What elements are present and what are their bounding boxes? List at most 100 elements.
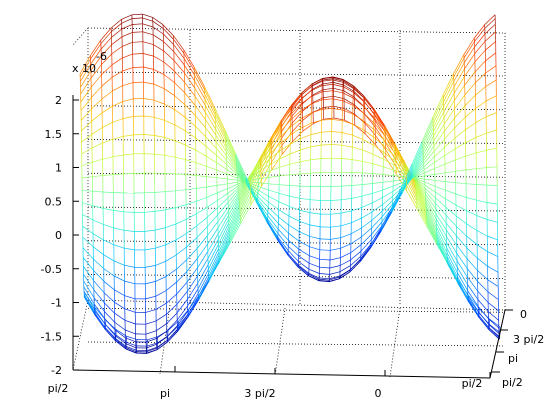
surface-line: [143, 98, 155, 101]
surface-line: [226, 159, 238, 173]
surface-line: [186, 213, 197, 220]
surface-line: [103, 254, 115, 262]
surface-line: [90, 55, 102, 71]
surface-line: [372, 153, 384, 160]
surface-line: [177, 316, 189, 332]
surface-line: [79, 58, 91, 78]
surface-line: [360, 239, 372, 252]
surface-line: [433, 131, 445, 147]
surface-line: [413, 169, 425, 178]
surface-line: [218, 231, 230, 256]
surface-line: [340, 243, 352, 249]
surface-line: [350, 250, 362, 261]
x-tick-label: 0: [375, 387, 382, 400]
surface-line: [143, 81, 154, 85]
surface-line: [308, 275, 319, 282]
surface-line: [235, 156, 247, 180]
surface-line: [362, 129, 374, 138]
surface-line: [165, 239, 177, 246]
surface-line: [163, 33, 174, 45]
surface-line: [308, 272, 320, 279]
surface-line: [216, 155, 228, 166]
surface-line: [310, 199, 321, 201]
surface-line: [474, 28, 486, 42]
surface-line: [300, 159, 311, 163]
surface-line: [228, 191, 239, 208]
surface-line: [187, 293, 199, 312]
surface-line: [426, 219, 438, 243]
surface-line: [235, 161, 247, 183]
surface-line: [323, 87, 334, 91]
surface-line: [291, 103, 303, 117]
surface-line: [197, 269, 209, 290]
surface-line: [164, 88, 175, 96]
surface-line: [219, 238, 231, 261]
surface-line: [227, 183, 239, 189]
surface-line: [173, 60, 185, 74]
surface-line: [235, 163, 248, 185]
surface-line: [102, 191, 114, 193]
surface-line: [380, 208, 392, 229]
surface-line: [102, 156, 114, 160]
surface-line: [215, 123, 227, 144]
surface-line: [206, 192, 218, 198]
surface-line: [446, 247, 458, 268]
surface-line: [205, 111, 216, 130]
surface-line: [455, 169, 466, 172]
surface-line: [311, 80, 323, 87]
surface-line: [197, 273, 209, 294]
z-tick-label: 0.5: [45, 195, 63, 208]
z-tick-label: 1: [55, 162, 62, 175]
surface-line: [79, 63, 92, 82]
surface-line: [474, 40, 486, 54]
z-tick-label: -1.5: [41, 330, 62, 343]
tick-labels: x 10 -6 2 1.5 1 0.5 0 -0.5 -1 -1.5 -2 pi/2 pi 3 pi/…: [41, 50, 545, 400]
surface-line: [309, 224, 321, 228]
surface-line: [422, 135, 434, 156]
surface-line: [280, 109, 292, 124]
back-wall: [87, 27, 506, 311]
surface-line: [103, 268, 115, 277]
surface-line: [475, 132, 487, 138]
surface-line: [152, 34, 164, 42]
surface-line: [416, 200, 428, 223]
surface-line: [143, 134, 155, 136]
surface-line: [93, 289, 105, 304]
surface-line: [121, 24, 133, 30]
surface-line: [269, 126, 281, 143]
surface-line: [131, 17, 143, 19]
surface-line: [125, 343, 137, 349]
surface-line: [488, 324, 500, 335]
surface-line: [453, 76, 465, 94]
surface-line: [185, 130, 196, 139]
surface-line: [288, 215, 300, 222]
surface-line: [362, 160, 373, 165]
surface-line: [143, 115, 155, 118]
surface-line: [321, 119, 332, 121]
surface-line: [487, 219, 498, 223]
surface-line: [463, 37, 475, 55]
surface-line: [156, 330, 168, 339]
surface-line: [350, 244, 362, 253]
surface-line: [154, 209, 166, 212]
surface-line: [187, 282, 199, 300]
surface-line: [333, 87, 344, 92]
surface-line: [446, 252, 458, 273]
surface-line: [467, 295, 479, 312]
surface-line: [176, 271, 188, 283]
surface-line: [144, 211, 156, 213]
surface-line: [291, 92, 302, 106]
grid-line: [389, 307, 401, 378]
surface-line: [278, 192, 290, 197]
surface-line: [155, 290, 167, 297]
surface-line: [424, 190, 436, 204]
surface-line: [163, 50, 175, 61]
surface-line: [194, 87, 206, 106]
surface-line: [185, 200, 197, 206]
surface-line: [229, 220, 241, 242]
surface-line: [384, 127, 396, 145]
surface-line: [279, 143, 291, 152]
surface-line: [114, 302, 125, 310]
surface-line: [434, 155, 445, 163]
surface-line: [259, 149, 271, 163]
